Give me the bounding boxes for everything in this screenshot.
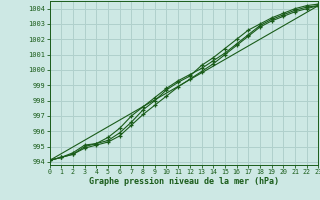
X-axis label: Graphe pression niveau de la mer (hPa): Graphe pression niveau de la mer (hPa) xyxy=(89,177,279,186)
